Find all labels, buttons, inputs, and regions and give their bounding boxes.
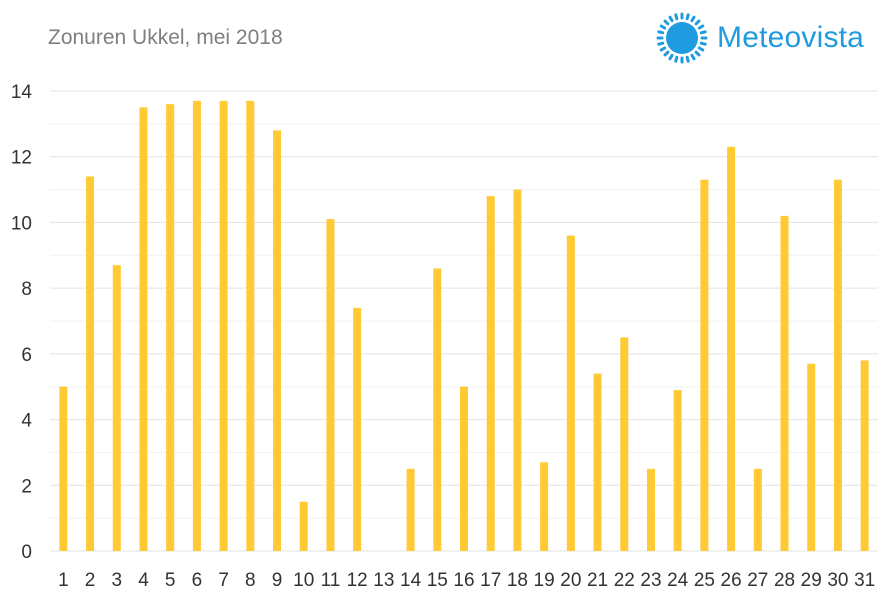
x-tick-label: 27 xyxy=(747,570,768,591)
x-tick-label: 16 xyxy=(453,570,474,591)
chart-title: Zonuren Ukkel, mei 2018 xyxy=(48,26,283,49)
bar xyxy=(433,268,442,551)
bar xyxy=(646,468,655,551)
x-tick-label: 4 xyxy=(138,570,149,591)
bar xyxy=(406,468,415,551)
x-tick-label: 9 xyxy=(272,570,283,591)
x-tick-label: 1 xyxy=(58,570,69,591)
bar xyxy=(139,107,148,551)
x-tick-label: 22 xyxy=(614,570,635,591)
x-tick-label: 30 xyxy=(827,570,848,591)
x-tick-label: 17 xyxy=(480,570,501,591)
bar xyxy=(593,373,602,551)
x-tick-label: 13 xyxy=(373,570,394,591)
bar xyxy=(566,235,575,552)
bar xyxy=(299,501,308,551)
bar xyxy=(59,386,68,551)
x-tick-label: 5 xyxy=(165,570,176,591)
x-tick-label: 21 xyxy=(587,570,608,591)
bar xyxy=(673,390,682,551)
sun-icon xyxy=(656,12,708,64)
bar xyxy=(620,337,629,551)
bar xyxy=(273,130,282,551)
x-tick-label: 24 xyxy=(667,570,689,591)
bar xyxy=(219,100,228,551)
bar xyxy=(513,189,522,552)
bar xyxy=(540,462,549,551)
x-tick-label: 14 xyxy=(400,570,422,591)
bar xyxy=(486,196,495,551)
x-tick-label: 10 xyxy=(293,570,314,591)
x-tick-label: 11 xyxy=(321,570,341,591)
y-tick-label: 4 xyxy=(21,411,32,432)
y-tick-label: 2 xyxy=(21,476,32,497)
bar xyxy=(807,363,816,551)
bar xyxy=(833,179,842,551)
x-tick-label: 8 xyxy=(245,570,256,591)
y-tick-label: 10 xyxy=(11,213,32,234)
x-tick-label: 28 xyxy=(774,570,795,591)
bar xyxy=(246,100,255,551)
x-tick-label: 26 xyxy=(721,570,742,591)
x-tick-label: 7 xyxy=(218,570,229,591)
bar xyxy=(753,468,762,551)
x-tick-label: 23 xyxy=(640,570,661,591)
bar xyxy=(860,360,869,551)
x-tick-label: 12 xyxy=(347,570,368,591)
bar xyxy=(192,100,201,551)
x-tick-label: 31 xyxy=(854,570,875,591)
bar xyxy=(166,104,175,552)
x-tick-label: 6 xyxy=(192,570,203,591)
bar xyxy=(460,386,468,551)
y-tick-label: 12 xyxy=(11,148,32,169)
y-tick-label: 14 xyxy=(11,82,33,103)
bar xyxy=(727,146,736,551)
x-tick-label: 25 xyxy=(694,570,715,591)
x-tick-label: 2 xyxy=(85,570,96,591)
bar xyxy=(326,219,335,551)
x-tick-label: 15 xyxy=(427,570,448,591)
x-tick-label: 29 xyxy=(801,570,822,591)
y-tick-label: 8 xyxy=(21,279,32,300)
logo-text: Meteovista xyxy=(717,21,865,54)
bar xyxy=(86,176,95,551)
bar xyxy=(353,307,362,551)
x-tick-label: 20 xyxy=(560,570,581,591)
bar xyxy=(780,215,789,551)
y-tick-label: 6 xyxy=(21,345,32,366)
meteovista-logo[interactable]: Meteovista xyxy=(655,10,864,66)
bar xyxy=(112,265,121,551)
x-tick-label: 3 xyxy=(111,570,122,591)
bar xyxy=(700,179,709,551)
y-tick-label: 0 xyxy=(21,542,32,563)
x-tick-label: 18 xyxy=(507,570,528,591)
x-tick-label: 19 xyxy=(534,570,555,591)
